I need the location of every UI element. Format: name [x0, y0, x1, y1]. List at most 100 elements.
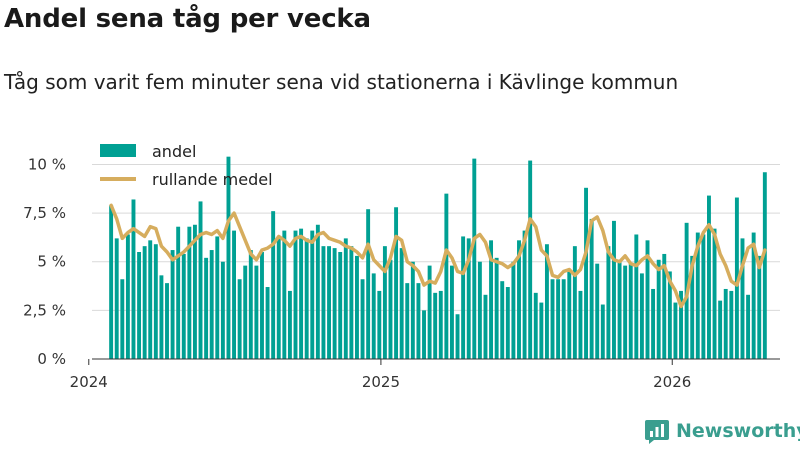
- bar: [315, 224, 320, 359]
- chart-title: Andel sena tåg per vecka: [4, 4, 371, 34]
- bar: [533, 292, 538, 359]
- bar: [366, 209, 371, 359]
- bar: [578, 290, 583, 359]
- bar: [248, 250, 253, 359]
- bar: [505, 287, 510, 359]
- bar: [399, 248, 404, 359]
- bar: [567, 269, 572, 359]
- bar: [131, 199, 136, 359]
- bar: [360, 279, 365, 359]
- bar: [120, 279, 125, 359]
- bar: [572, 246, 577, 359]
- bar: [539, 302, 544, 359]
- bar: [483, 294, 488, 359]
- bar: [287, 290, 292, 359]
- bar: [388, 259, 393, 359]
- bar: [321, 246, 326, 359]
- bar: [416, 283, 421, 359]
- bar: [282, 230, 287, 359]
- bar: [679, 290, 683, 359]
- bar: [109, 205, 114, 359]
- bar: [762, 172, 767, 359]
- y-tick-label: 10 %: [28, 155, 66, 173]
- bar: [667, 271, 672, 359]
- bar: [511, 261, 516, 359]
- y-tick-label: 2,5 %: [23, 301, 66, 319]
- y-tick-label: 7,5 %: [23, 204, 66, 222]
- line-path: [109, 203, 767, 309]
- bar: [159, 275, 164, 359]
- bar: [405, 283, 410, 359]
- bar: [422, 310, 426, 359]
- bar: [606, 246, 611, 359]
- bar: [377, 290, 382, 359]
- bar: [472, 158, 477, 359]
- bar: [299, 228, 304, 359]
- brand-name: Newsworthy: [676, 420, 800, 442]
- bar: [707, 195, 711, 359]
- bar: [181, 253, 186, 359]
- bar: [634, 234, 639, 359]
- bar-line-chart: 0 % 2,5 % 5 % 7,5 % 10 % 2024 2025 2026 andel r…: [23, 142, 780, 391]
- bar: [645, 240, 650, 359]
- bar: [461, 236, 466, 359]
- y-tick-label: 0 %: [37, 350, 66, 368]
- bar: [690, 255, 695, 359]
- x-tick-label: 2026: [653, 373, 691, 391]
- bar: [209, 250, 214, 359]
- bar: [444, 193, 449, 359]
- bar: [142, 246, 147, 359]
- bar: [343, 238, 348, 359]
- bar: [338, 252, 343, 359]
- newsworthy-logo-icon: [645, 420, 669, 444]
- bar: [751, 232, 756, 359]
- bar: [260, 252, 264, 359]
- bar: [332, 248, 337, 359]
- chart-subtitle: Tåg som varit fem minuter sena vid stati…: [4, 70, 679, 94]
- axes: 0 % 2,5 % 5 % 7,5 % 10 % 2024 2025 2026: [23, 155, 780, 391]
- bar: [153, 244, 158, 359]
- bar: [220, 261, 225, 359]
- bar: [556, 279, 561, 359]
- legend-swatch-andel: [100, 144, 136, 157]
- bar: [310, 230, 315, 359]
- bar: [455, 314, 460, 359]
- bar: [757, 255, 762, 359]
- bar: [449, 265, 454, 359]
- bar: [232, 230, 236, 359]
- legend-label-rullande-medel: rullande medel: [152, 170, 273, 189]
- bar: [584, 187, 588, 359]
- bar: [427, 265, 432, 359]
- bar: [561, 279, 566, 359]
- bar: [612, 220, 616, 359]
- legend-label-andel: andel: [152, 142, 196, 161]
- bar: [500, 281, 505, 359]
- x-tick-label: 2025: [362, 373, 400, 391]
- bar: [673, 302, 678, 359]
- bar: [410, 261, 415, 359]
- bar: [477, 261, 482, 359]
- bar: [656, 259, 661, 359]
- bar: [746, 294, 751, 359]
- bar: [137, 252, 142, 359]
- bar: [349, 246, 354, 359]
- bar: [723, 288, 728, 359]
- bar: [382, 246, 387, 359]
- bar: [651, 288, 656, 359]
- bar: [623, 265, 628, 359]
- bar: [433, 292, 438, 359]
- bar: [204, 257, 209, 359]
- y-tick-label: 5 %: [37, 253, 66, 271]
- bar: [701, 234, 706, 359]
- bar: [550, 279, 555, 359]
- bar: [712, 228, 717, 359]
- bar: [165, 283, 169, 359]
- bar: [243, 265, 248, 359]
- bar: [304, 238, 309, 359]
- bar: [466, 238, 471, 359]
- bar: [176, 226, 181, 359]
- bar: [589, 218, 594, 359]
- bar: [327, 246, 331, 359]
- bar: [215, 236, 220, 359]
- bar: [639, 273, 644, 359]
